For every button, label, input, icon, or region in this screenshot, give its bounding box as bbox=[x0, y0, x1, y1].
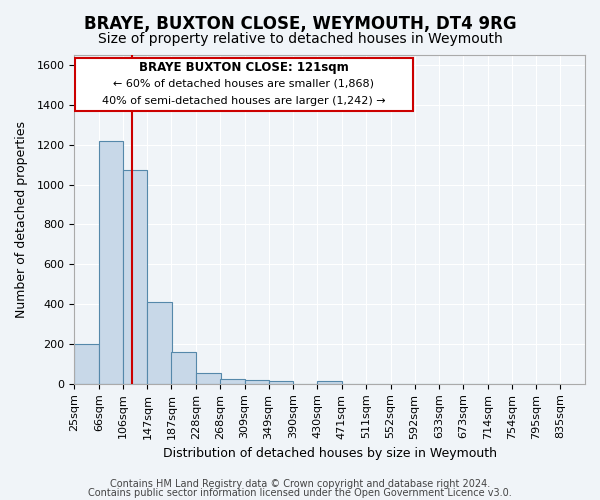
Bar bbox=[172, 352, 196, 384]
Bar bbox=[123, 170, 148, 384]
Text: 40% of semi-detached houses are larger (1,242) →: 40% of semi-detached houses are larger (… bbox=[102, 96, 386, 106]
Text: Size of property relative to detached houses in Weymouth: Size of property relative to detached ho… bbox=[98, 32, 502, 46]
Bar bbox=[196, 373, 221, 384]
Y-axis label: Number of detached properties: Number of detached properties bbox=[15, 121, 28, 318]
FancyBboxPatch shape bbox=[76, 58, 413, 111]
Bar bbox=[245, 380, 269, 384]
Text: ← 60% of detached houses are smaller (1,868): ← 60% of detached houses are smaller (1,… bbox=[113, 78, 374, 88]
Bar bbox=[148, 302, 172, 384]
Text: Contains public sector information licensed under the Open Government Licence v3: Contains public sector information licen… bbox=[88, 488, 512, 498]
X-axis label: Distribution of detached houses by size in Weymouth: Distribution of detached houses by size … bbox=[163, 447, 497, 460]
Bar bbox=[74, 344, 99, 384]
Bar bbox=[269, 381, 293, 384]
Bar bbox=[220, 379, 245, 384]
Bar bbox=[99, 140, 124, 384]
Text: Contains HM Land Registry data © Crown copyright and database right 2024.: Contains HM Land Registry data © Crown c… bbox=[110, 479, 490, 489]
Bar bbox=[317, 381, 342, 384]
Text: BRAYE BUXTON CLOSE: 121sqm: BRAYE BUXTON CLOSE: 121sqm bbox=[139, 62, 349, 74]
Text: BRAYE, BUXTON CLOSE, WEYMOUTH, DT4 9RG: BRAYE, BUXTON CLOSE, WEYMOUTH, DT4 9RG bbox=[83, 15, 517, 33]
